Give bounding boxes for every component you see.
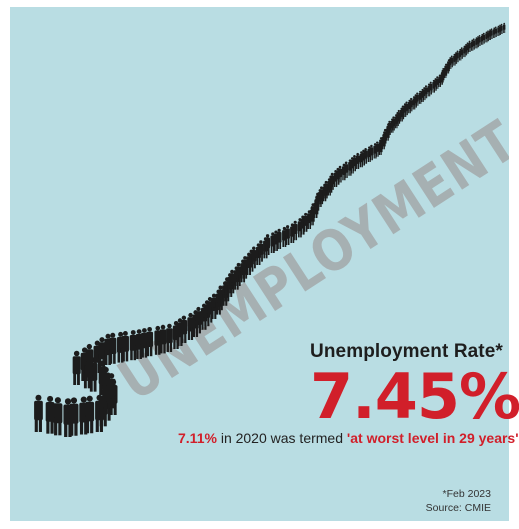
person-silhouette (482, 32, 486, 44)
person-silhouette (217, 285, 224, 311)
person-silhouette (121, 331, 129, 362)
comparison-text: in 2020 was termed (216, 430, 347, 446)
person-silhouette (375, 141, 380, 157)
person-silhouette (265, 234, 271, 255)
person-silhouette (500, 23, 503, 34)
person-silhouette (258, 240, 264, 262)
person-silhouette (391, 116, 396, 131)
person-silhouette (146, 326, 154, 357)
person-silhouette (251, 246, 257, 269)
person-silhouette (429, 81, 433, 95)
person-silhouette (292, 220, 298, 241)
person-silhouette (478, 34, 481, 46)
person-silhouette (330, 172, 335, 190)
person-silhouette (424, 85, 428, 99)
person-silhouette (135, 329, 143, 359)
person-silhouette (211, 293, 217, 319)
person-silhouette (285, 225, 290, 245)
footnote-date: *Feb 2023 (442, 488, 491, 500)
footnote: *Feb 2023 Source: CMIE (426, 487, 491, 515)
queue-illustration: UNEMPLOYMENT (34, 22, 509, 437)
worst-level-quote: 'at worst level in 29 years' (346, 430, 519, 446)
person-silhouette (303, 212, 308, 232)
person-silhouette (450, 55, 454, 68)
person-silhouette (415, 92, 419, 106)
person-silhouette (34, 394, 43, 432)
comparison-note: 7.11% in 2020 was termed 'at worst level… (178, 430, 519, 446)
person-silhouette (180, 315, 188, 343)
person-silhouette (159, 324, 167, 354)
person-silhouette (166, 323, 173, 352)
person-silhouette (397, 109, 401, 124)
person-silhouette (460, 47, 464, 59)
person-silhouette (472, 38, 476, 50)
person-silhouette (418, 90, 422, 104)
person-silhouette (387, 120, 392, 135)
person-silhouette (276, 228, 282, 249)
person-silhouette (53, 397, 63, 436)
person-silhouette (490, 28, 493, 39)
people-queue (34, 22, 506, 437)
rate-value: 7.45% (310, 360, 519, 433)
person-silhouette (409, 97, 413, 112)
person-silhouette (435, 76, 439, 89)
person-silhouette (404, 101, 409, 116)
person-silhouette (369, 144, 374, 161)
infographic-panel: UNEMPLOYMENT Unemployment Rate* 7.45% 7.… (10, 7, 519, 521)
person-silhouette (98, 337, 106, 369)
person-silhouette (187, 312, 194, 340)
person-silhouette (69, 397, 79, 436)
person-silhouette (338, 165, 343, 183)
person-silhouette (229, 269, 235, 294)
footnote-source: Source: CMIE (425, 502, 491, 514)
person-silhouette (503, 22, 506, 33)
rate-heading: Unemployment Rate* (310, 341, 503, 362)
person-silhouette (85, 395, 95, 434)
person-silhouette (85, 343, 94, 377)
person-silhouette (466, 42, 469, 54)
person-silhouette (235, 262, 242, 286)
person-silhouette (195, 306, 202, 334)
person-silhouette (355, 152, 360, 169)
person-silhouette (154, 325, 162, 355)
person-silhouette (72, 350, 81, 385)
person-silhouette (344, 161, 349, 178)
person-silhouette (352, 155, 357, 172)
person-silhouette (494, 26, 498, 37)
previous-rate-value: 7.11% (178, 430, 217, 446)
person-silhouette (129, 330, 137, 361)
person-silhouette (363, 147, 368, 164)
person-silhouette (468, 40, 471, 52)
person-silhouette (140, 328, 148, 358)
person-silhouette (45, 395, 55, 434)
person-silhouette (486, 30, 490, 42)
person-silhouette (456, 50, 459, 63)
person-silhouette (319, 186, 324, 205)
person-silhouette (109, 332, 117, 364)
person-silhouette (324, 180, 329, 199)
